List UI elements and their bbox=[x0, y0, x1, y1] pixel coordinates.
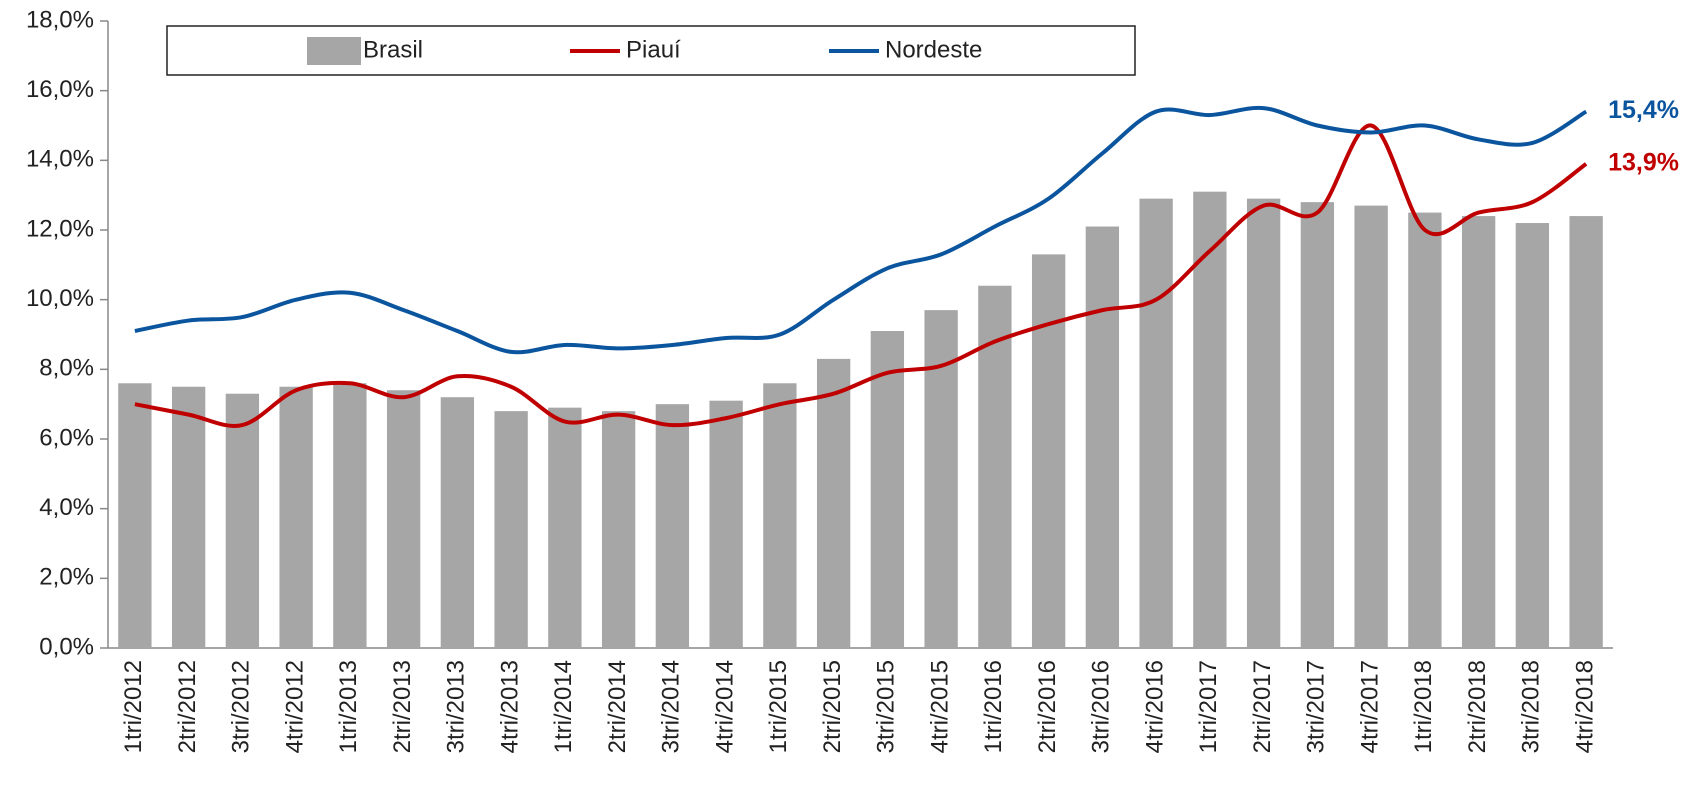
x-tick-label: 3tri/2013 bbox=[443, 660, 470, 753]
x-tick-label: 4tri/2012 bbox=[281, 660, 308, 753]
legend-label: Nordeste bbox=[885, 36, 982, 63]
bar bbox=[1354, 205, 1388, 648]
x-tick-label: 4tri/2018 bbox=[1571, 660, 1598, 753]
value-label: 13,9% bbox=[1608, 148, 1679, 176]
x-tick-label: 4tri/2015 bbox=[926, 660, 953, 753]
bar bbox=[1515, 223, 1550, 649]
bar bbox=[1139, 198, 1173, 648]
bar bbox=[1408, 212, 1442, 649]
y-tick-label: 18,0% bbox=[26, 6, 94, 33]
x-tick-label: 1tri/2012 bbox=[120, 660, 147, 753]
x-tick-label: 2tri/2013 bbox=[389, 660, 416, 753]
bar bbox=[494, 411, 528, 648]
x-tick-label: 1tri/2014 bbox=[550, 660, 577, 753]
value-label: 15,4% bbox=[1608, 96, 1679, 124]
x-tick-label: 1tri/2016 bbox=[980, 660, 1007, 753]
bar bbox=[763, 383, 797, 648]
y-tick-label: 6,0% bbox=[39, 424, 94, 451]
y-tick-label: 4,0% bbox=[39, 494, 94, 521]
x-tick-label: 3tri/2016 bbox=[1088, 660, 1115, 753]
bar bbox=[1461, 216, 1496, 649]
bar bbox=[1031, 254, 1066, 648]
y-tick-label: 0,0% bbox=[39, 633, 94, 660]
x-tick-label: 1tri/2013 bbox=[335, 660, 362, 753]
bar bbox=[870, 331, 905, 648]
x-tick-label: 2tri/2016 bbox=[1034, 660, 1061, 753]
x-tick-label: 2tri/2017 bbox=[1249, 660, 1276, 753]
line bbox=[134, 123, 1588, 428]
x-tick-label: 1tri/2017 bbox=[1195, 660, 1222, 753]
y-tick-label: 8,0% bbox=[39, 355, 94, 382]
x-tick-label: 4tri/2013 bbox=[496, 660, 523, 753]
x-tick-label: 4tri/2014 bbox=[711, 660, 738, 753]
bar bbox=[1569, 216, 1603, 649]
y-tick-label: 12,0% bbox=[26, 215, 94, 242]
x-tick-label: 1tri/2015 bbox=[765, 660, 792, 753]
bar bbox=[601, 411, 636, 648]
x-tick-label: 3tri/2018 bbox=[1518, 660, 1545, 753]
bar bbox=[171, 386, 206, 648]
legend-label: Piauí bbox=[626, 36, 681, 63]
line bbox=[134, 105, 1588, 355]
bar bbox=[333, 383, 367, 648]
x-tick-label: 3tri/2014 bbox=[658, 660, 685, 753]
x-tick-label: 2tri/2014 bbox=[604, 660, 631, 753]
x-tick-label: 3tri/2015 bbox=[873, 660, 900, 753]
bar bbox=[440, 397, 475, 648]
x-tick-label: 1tri/2018 bbox=[1410, 660, 1437, 753]
bar bbox=[225, 393, 260, 648]
legend-label: Brasil bbox=[363, 36, 423, 63]
bar bbox=[709, 400, 743, 648]
y-tick-label: 14,0% bbox=[26, 146, 94, 173]
bar bbox=[118, 383, 152, 648]
x-tick-label: 4tri/2017 bbox=[1356, 660, 1383, 753]
bar bbox=[1193, 191, 1227, 648]
bar bbox=[386, 390, 421, 648]
x-tick-label: 3tri/2012 bbox=[228, 660, 255, 753]
bar bbox=[548, 407, 582, 648]
bar bbox=[655, 404, 690, 648]
bar bbox=[1246, 198, 1281, 648]
bar bbox=[1300, 202, 1335, 648]
legend-swatch bbox=[307, 37, 361, 65]
x-tick-label: 4tri/2016 bbox=[1141, 660, 1168, 753]
x-tick-label: 3tri/2017 bbox=[1303, 660, 1330, 753]
bar bbox=[816, 358, 851, 648]
x-tick-label: 2tri/2018 bbox=[1464, 660, 1491, 753]
y-tick-label: 10,0% bbox=[26, 285, 94, 312]
bar bbox=[1085, 226, 1120, 648]
bar bbox=[279, 386, 313, 648]
x-tick-label: 2tri/2015 bbox=[819, 660, 846, 753]
y-tick-label: 16,0% bbox=[26, 76, 94, 103]
y-tick-label: 2,0% bbox=[39, 564, 94, 591]
x-tick-label: 2tri/2012 bbox=[174, 660, 201, 753]
